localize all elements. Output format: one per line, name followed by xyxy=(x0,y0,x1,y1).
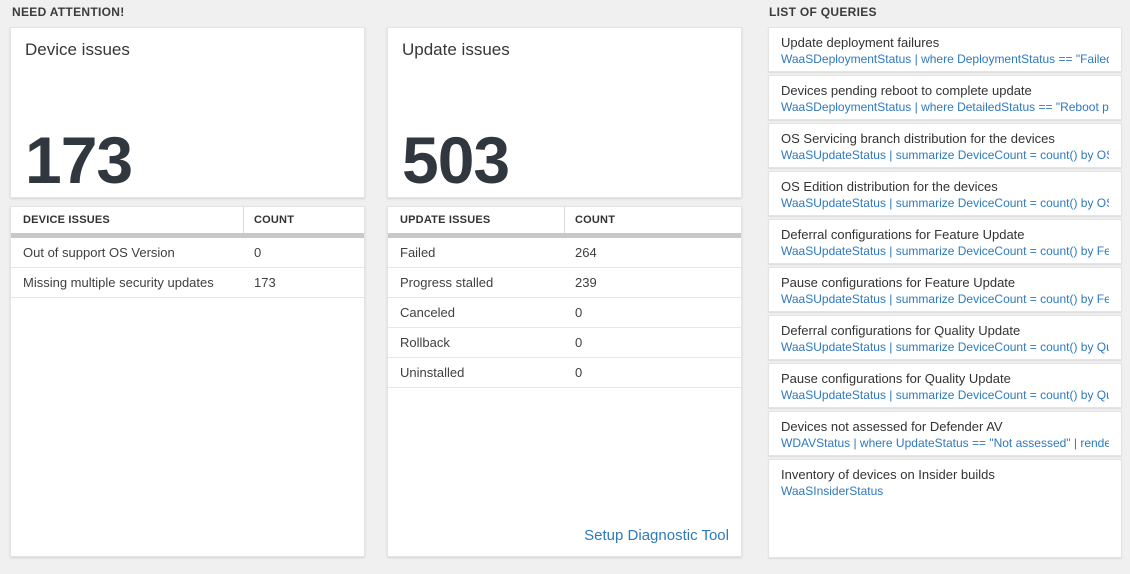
table-row: Out of support OS Version 0 xyxy=(11,238,364,268)
list-of-queries-section-label: LIST OF QUERIES xyxy=(769,5,877,19)
row-count: 239 xyxy=(575,275,597,290)
query-item-devices-pending-reboot[interactable]: Devices pending reboot to complete updat… xyxy=(768,75,1122,120)
query-title: Inventory of devices on Insider builds xyxy=(781,467,995,482)
query-text: WaaSInsiderStatus xyxy=(781,484,884,498)
row-count: 0 xyxy=(254,245,262,260)
row-count: 264 xyxy=(575,245,597,260)
row-label: Rollback xyxy=(400,335,450,350)
query-item-inventory-insider-builds[interactable]: Inventory of devices on Insider builds W… xyxy=(768,459,1122,558)
table-row: Rollback 0 xyxy=(388,328,741,358)
query-text: WDAVStatus | where UpdateStatus == "Not … xyxy=(781,436,1109,450)
row-count: 0 xyxy=(575,365,583,380)
column-header-count: COUNT xyxy=(254,214,295,226)
row-count: 173 xyxy=(254,275,276,290)
device-issues-count: 173 xyxy=(25,123,133,198)
device-issues-summary-tile[interactable]: Device issues 173 xyxy=(10,27,365,198)
query-title: Devices not assessed for Defender AV xyxy=(781,419,1003,434)
query-text: WaaSUpdateStatus | summarize DeviceCount… xyxy=(781,148,1109,162)
query-list-panel: Update deployment failures WaaSDeploymen… xyxy=(768,27,1122,558)
table-row: Canceled 0 xyxy=(388,298,741,328)
device-issues-column: Device issues 173 DEVICE ISSUES COUNT Ou… xyxy=(10,27,365,557)
query-item-os-servicing-branch[interactable]: OS Servicing branch distribution for the… xyxy=(768,123,1122,168)
row-label: Failed xyxy=(400,245,436,260)
row-label: Out of support OS Version xyxy=(23,245,175,260)
update-issues-count: 503 xyxy=(402,123,510,198)
query-text: WaaSUpdateStatus | summarize DeviceCount… xyxy=(781,244,1109,258)
column-header-update-issues: UPDATE ISSUES xyxy=(388,207,565,233)
device-issues-table-tile[interactable]: DEVICE ISSUES COUNT Out of support OS Ve… xyxy=(10,206,365,557)
query-text: WaaSUpdateStatus | summarize DeviceCount… xyxy=(781,292,1109,306)
need-attention-section-label: NEED ATTENTION! xyxy=(12,5,125,19)
query-title: OS Edition distribution for the devices xyxy=(781,179,998,194)
update-issues-table-tile[interactable]: UPDATE ISSUES COUNT Failed 264 Progress … xyxy=(387,206,742,557)
table-row: Uninstalled 0 xyxy=(388,358,741,388)
query-title: Pause configurations for Quality Update xyxy=(781,371,1011,386)
query-title: Deferral configurations for Feature Upda… xyxy=(781,227,1025,242)
column-header-count: COUNT xyxy=(575,214,616,226)
update-issues-table-header: UPDATE ISSUES COUNT xyxy=(388,207,741,233)
query-item-update-deployment-failures[interactable]: Update deployment failures WaaSDeploymen… xyxy=(768,27,1122,72)
query-item-pause-feature-update[interactable]: Pause configurations for Feature Update … xyxy=(768,267,1122,312)
query-title: Devices pending reboot to complete updat… xyxy=(781,83,1032,98)
table-row: Failed 264 xyxy=(388,238,741,268)
setup-diagnostic-tool-link[interactable]: Setup Diagnostic Tool xyxy=(584,527,729,544)
query-title: Pause configurations for Feature Update xyxy=(781,275,1016,290)
update-issues-column: Update issues 503 UPDATE ISSUES COUNT Fa… xyxy=(387,27,742,557)
table-header-divider-bar xyxy=(11,233,364,238)
query-item-os-edition-distribution[interactable]: OS Edition distribution for the devices … xyxy=(768,171,1122,216)
row-label: Canceled xyxy=(400,305,455,320)
query-item-deferral-quality-update[interactable]: Deferral configurations for Quality Upda… xyxy=(768,315,1122,360)
query-text: WaaSDeploymentStatus | where DeploymentS… xyxy=(781,52,1109,66)
query-title: Deferral configurations for Quality Upda… xyxy=(781,323,1021,338)
query-title: Update deployment failures xyxy=(781,35,940,50)
row-label: Uninstalled xyxy=(400,365,465,380)
query-text: WaaSUpdateStatus | summarize DeviceCount… xyxy=(781,388,1109,402)
query-item-deferral-feature-update[interactable]: Deferral configurations for Feature Upda… xyxy=(768,219,1122,264)
query-item-devices-not-assessed-defender-av[interactable]: Devices not assessed for Defender AV WDA… xyxy=(768,411,1122,456)
row-label: Missing multiple security updates xyxy=(23,275,214,290)
device-issues-title: Device issues xyxy=(25,40,130,59)
device-issues-table-header: DEVICE ISSUES COUNT xyxy=(11,207,364,233)
table-row: Missing multiple security updates 173 xyxy=(11,268,364,298)
query-title: OS Servicing branch distribution for the… xyxy=(781,131,1055,146)
table-header-divider-bar xyxy=(388,233,741,238)
query-text: WaaSDeploymentStatus | where DetailedSta… xyxy=(781,100,1109,114)
query-item-pause-quality-update[interactable]: Pause configurations for Quality Update … xyxy=(768,363,1122,408)
column-header-device-issues: DEVICE ISSUES xyxy=(11,207,244,233)
row-count: 0 xyxy=(575,335,583,350)
row-count: 0 xyxy=(575,305,583,320)
table-row: Progress stalled 239 xyxy=(388,268,741,298)
update-issues-title: Update issues xyxy=(402,40,510,59)
update-issues-summary-tile[interactable]: Update issues 503 xyxy=(387,27,742,198)
query-text: WaaSUpdateStatus | summarize DeviceCount… xyxy=(781,196,1109,210)
row-label: Progress stalled xyxy=(400,275,494,290)
query-text: WaaSUpdateStatus | summarize DeviceCount… xyxy=(781,340,1109,354)
